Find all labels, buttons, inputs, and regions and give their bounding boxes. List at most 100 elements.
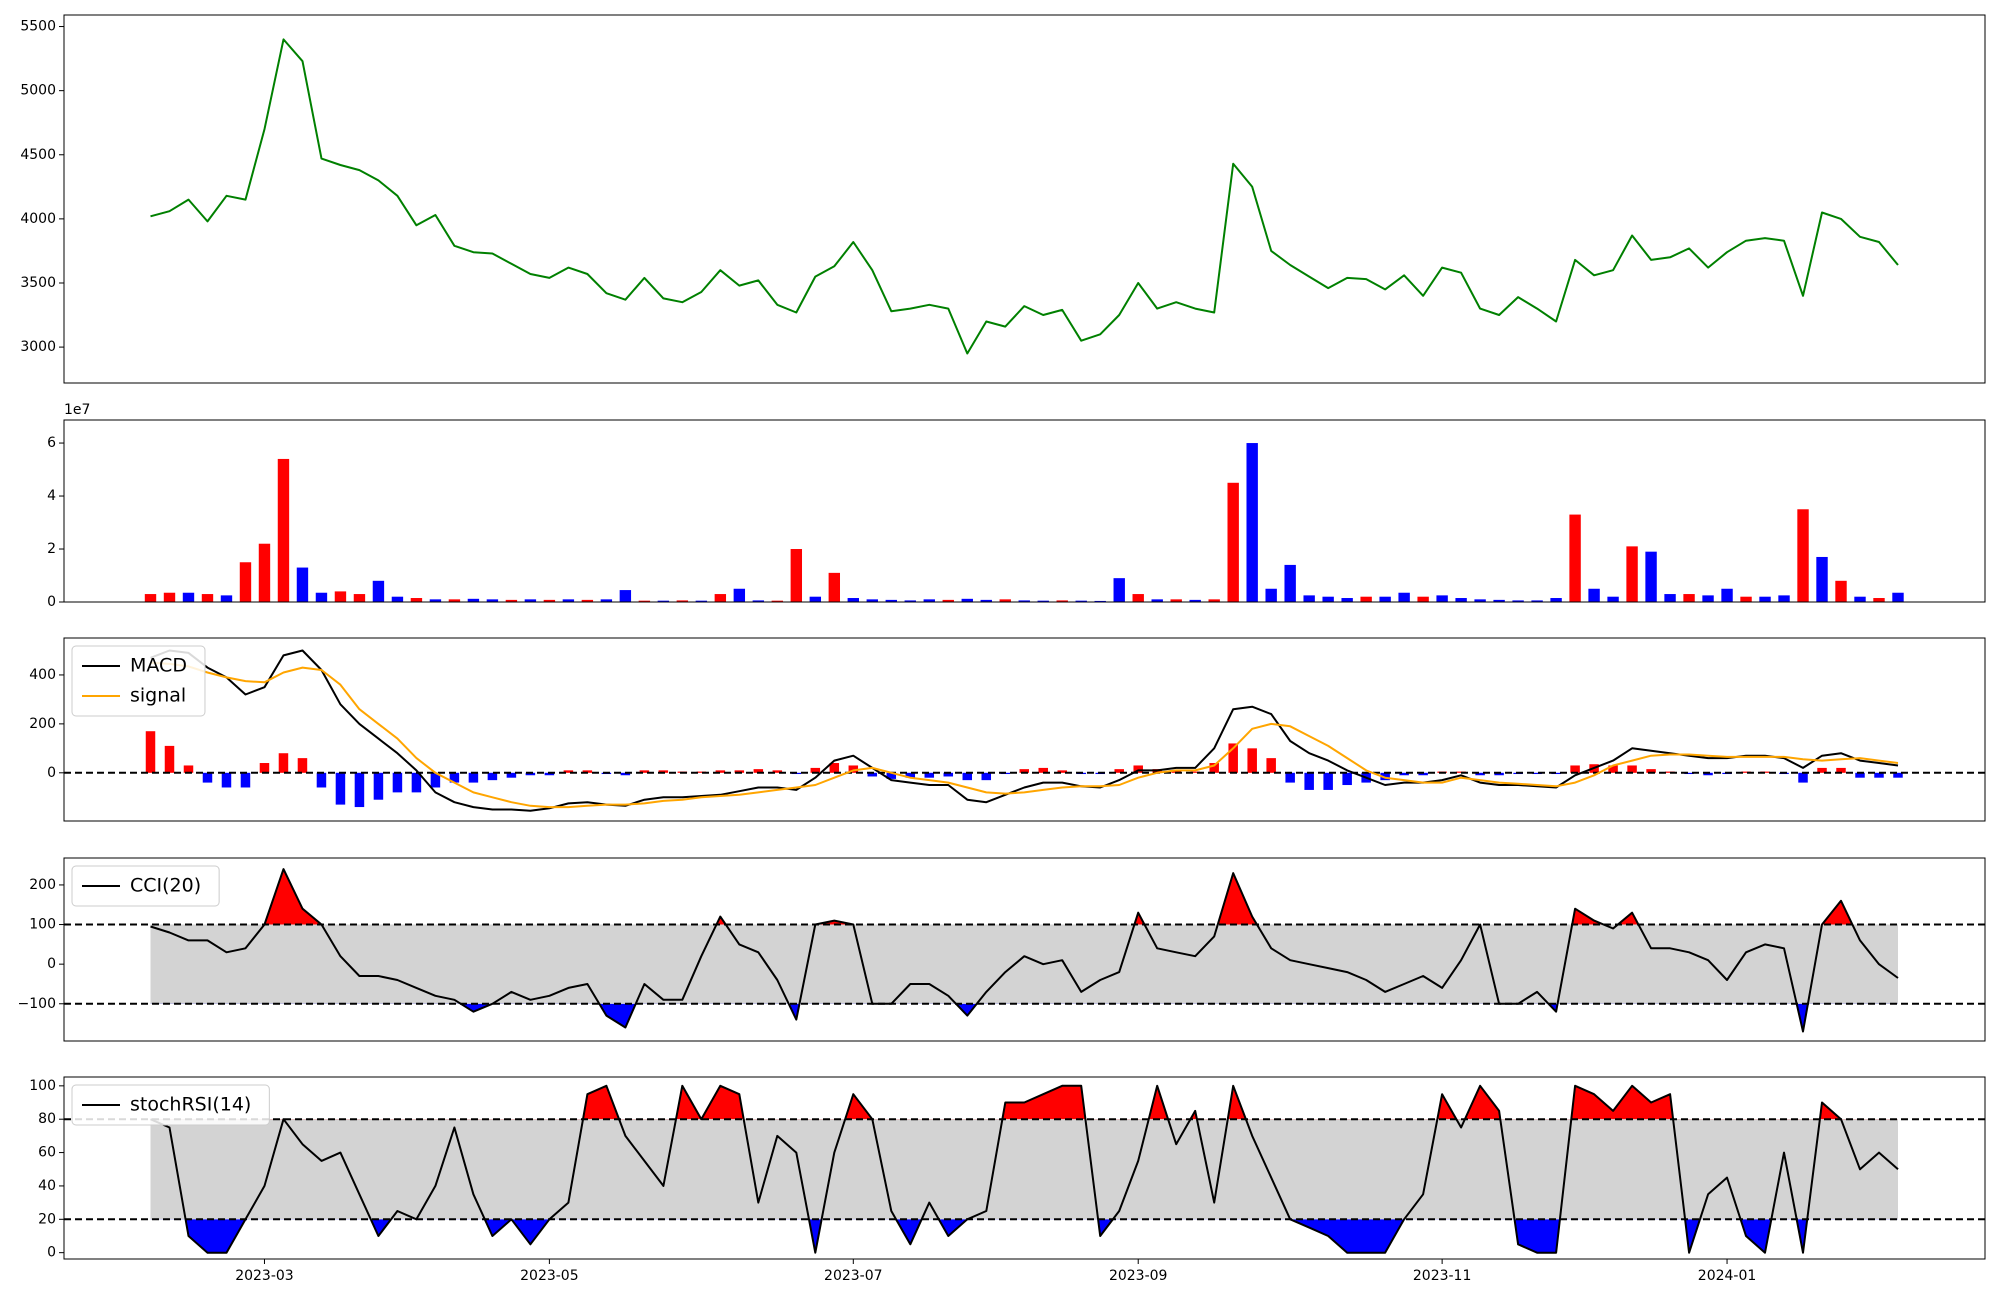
histogram-bar xyxy=(1247,748,1257,773)
y-tick-label: 3500 xyxy=(20,275,56,291)
histogram-bar xyxy=(696,771,707,773)
bar xyxy=(1645,551,1657,602)
bar xyxy=(1208,599,1220,602)
bar xyxy=(296,567,309,602)
bar xyxy=(505,599,518,602)
bar xyxy=(657,600,670,602)
x-tick-label: 2023-09 xyxy=(1109,1268,1168,1284)
histogram-bar xyxy=(183,765,194,773)
bar xyxy=(144,594,157,602)
histogram-bar xyxy=(1741,771,1751,773)
bar xyxy=(999,599,1011,602)
bar xyxy=(1436,595,1448,602)
bar xyxy=(847,598,859,602)
histogram-bar xyxy=(1057,770,1067,773)
bar xyxy=(372,580,385,602)
histogram-bar xyxy=(221,772,232,788)
bar xyxy=(1816,556,1828,602)
histogram-bar xyxy=(1703,772,1713,776)
bar xyxy=(524,599,537,602)
bar xyxy=(201,594,214,602)
x-tick-label: 2023-07 xyxy=(824,1268,883,1284)
histogram-bar xyxy=(202,772,213,783)
bar xyxy=(543,599,556,602)
histogram-bar xyxy=(411,772,422,793)
histogram-bar xyxy=(164,745,175,773)
bar xyxy=(1493,599,1505,602)
bar xyxy=(1531,600,1543,602)
histogram-bar xyxy=(1798,772,1808,783)
histogram-bar xyxy=(259,763,270,773)
bar xyxy=(1265,588,1277,602)
legend: MACD signal xyxy=(71,645,206,717)
histogram-bar xyxy=(430,772,441,788)
bar xyxy=(1683,594,1695,602)
histogram-bar xyxy=(354,772,365,808)
histogram-bar xyxy=(962,772,973,781)
x-tick-label: 2023-11 xyxy=(1413,1268,1472,1284)
line xyxy=(150,1084,1899,1254)
bar xyxy=(638,600,651,602)
legend-label: MACD xyxy=(130,655,187,677)
bar xyxy=(562,599,575,602)
histogram-bar xyxy=(1038,767,1048,773)
histogram-bar xyxy=(1494,772,1504,776)
bar xyxy=(315,592,328,602)
bar xyxy=(163,592,176,602)
histogram-bar xyxy=(525,772,536,776)
bar xyxy=(239,562,252,602)
bar xyxy=(1417,596,1429,602)
bar xyxy=(942,599,954,602)
bar xyxy=(600,599,613,602)
histogram-bar xyxy=(1399,772,1409,776)
line xyxy=(150,649,1899,812)
histogram-bar xyxy=(1266,758,1276,773)
y-tick-label: 0 xyxy=(47,1245,56,1261)
bar xyxy=(714,594,727,602)
bar xyxy=(1113,578,1125,602)
bar xyxy=(1759,596,1771,602)
bar xyxy=(1075,600,1087,602)
histogram-bar xyxy=(1855,772,1865,778)
histogram-bar xyxy=(449,772,460,783)
y-tick-label: 0 xyxy=(47,594,56,610)
histogram-bar xyxy=(1608,765,1618,773)
bar xyxy=(1284,564,1296,602)
offset-label: 1e7 xyxy=(64,402,90,418)
y-tick-label: 60 xyxy=(38,1145,56,1161)
x-tick-label: 2023-03 xyxy=(235,1268,294,1284)
y-tick-label: 4 xyxy=(47,488,56,504)
histogram-bar xyxy=(829,763,840,773)
histogram-bar xyxy=(240,772,251,788)
legend-label: signal xyxy=(130,685,186,707)
histogram-bar xyxy=(1684,772,1694,775)
bar xyxy=(410,598,423,602)
histogram-bar xyxy=(1893,772,1903,778)
y-tick-label: 400 xyxy=(29,667,56,683)
bar xyxy=(448,599,461,602)
bar xyxy=(828,572,841,602)
histogram-bar xyxy=(582,770,593,773)
histogram-bar xyxy=(1760,771,1770,773)
bar xyxy=(961,598,973,602)
histogram-bar xyxy=(373,772,384,800)
histogram-bar xyxy=(981,772,992,781)
histogram-bar xyxy=(563,770,574,773)
histogram-bar xyxy=(772,770,783,773)
y-tick-label: 100 xyxy=(29,1078,56,1094)
axes-frame xyxy=(63,637,1986,822)
bar xyxy=(1170,599,1182,602)
bar xyxy=(1512,600,1524,602)
histogram-bar xyxy=(316,772,327,788)
bar xyxy=(391,596,404,602)
bar xyxy=(467,598,480,602)
histogram-bar xyxy=(1019,769,1029,773)
bar xyxy=(429,599,442,602)
histogram-bar xyxy=(335,772,346,805)
axes-frame xyxy=(63,14,1986,384)
bar xyxy=(733,588,746,602)
bar xyxy=(695,600,708,602)
histogram-bar xyxy=(1475,772,1485,776)
y-tick-label: 40 xyxy=(38,1178,56,1194)
